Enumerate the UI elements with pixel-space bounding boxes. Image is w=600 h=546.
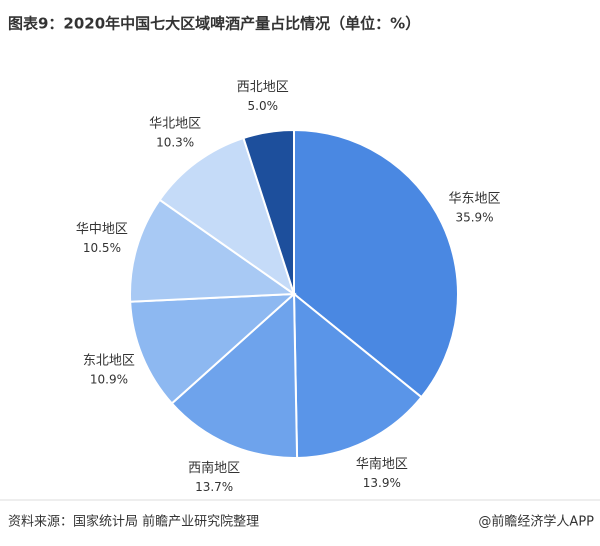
value-label: 13.9% <box>363 476 401 490</box>
pie-slice <box>292 291 423 459</box>
pie-slice <box>158 136 296 297</box>
slice-label: 华南地区 <box>356 456 408 472</box>
slice-label: 西南地区 <box>188 460 240 476</box>
pie-slice <box>129 198 297 303</box>
pie-slice <box>170 291 299 459</box>
value-label: 10.5% <box>83 241 121 255</box>
source: 资料来源：国家统计局 前瞻产业研究院整理 <box>8 514 259 530</box>
credit: @前瞻经济学人APP <box>478 514 594 530</box>
value-label: 35.9% <box>455 210 493 224</box>
slice-label: 华北地区 <box>149 117 201 132</box>
pie-slice <box>129 292 297 405</box>
slice-label: 东北地区 <box>83 353 135 368</box>
pie-slice <box>293 128 459 399</box>
pie-slice <box>242 128 295 295</box>
value-label: 13.7% <box>195 480 233 494</box>
value-label: 10.3% <box>156 136 194 150</box>
slice-label: 华东地区 <box>448 191 500 206</box>
slice-label: 西北地区 <box>237 80 289 95</box>
value-label: 10.9% <box>90 372 128 386</box>
chart-title: 图表9：2020年中国七大区域啤酒产量占比情况（单位：%） <box>8 15 420 33</box>
slice-label: 华中地区 <box>76 222 128 237</box>
value-label: 5.0% <box>248 99 279 113</box>
